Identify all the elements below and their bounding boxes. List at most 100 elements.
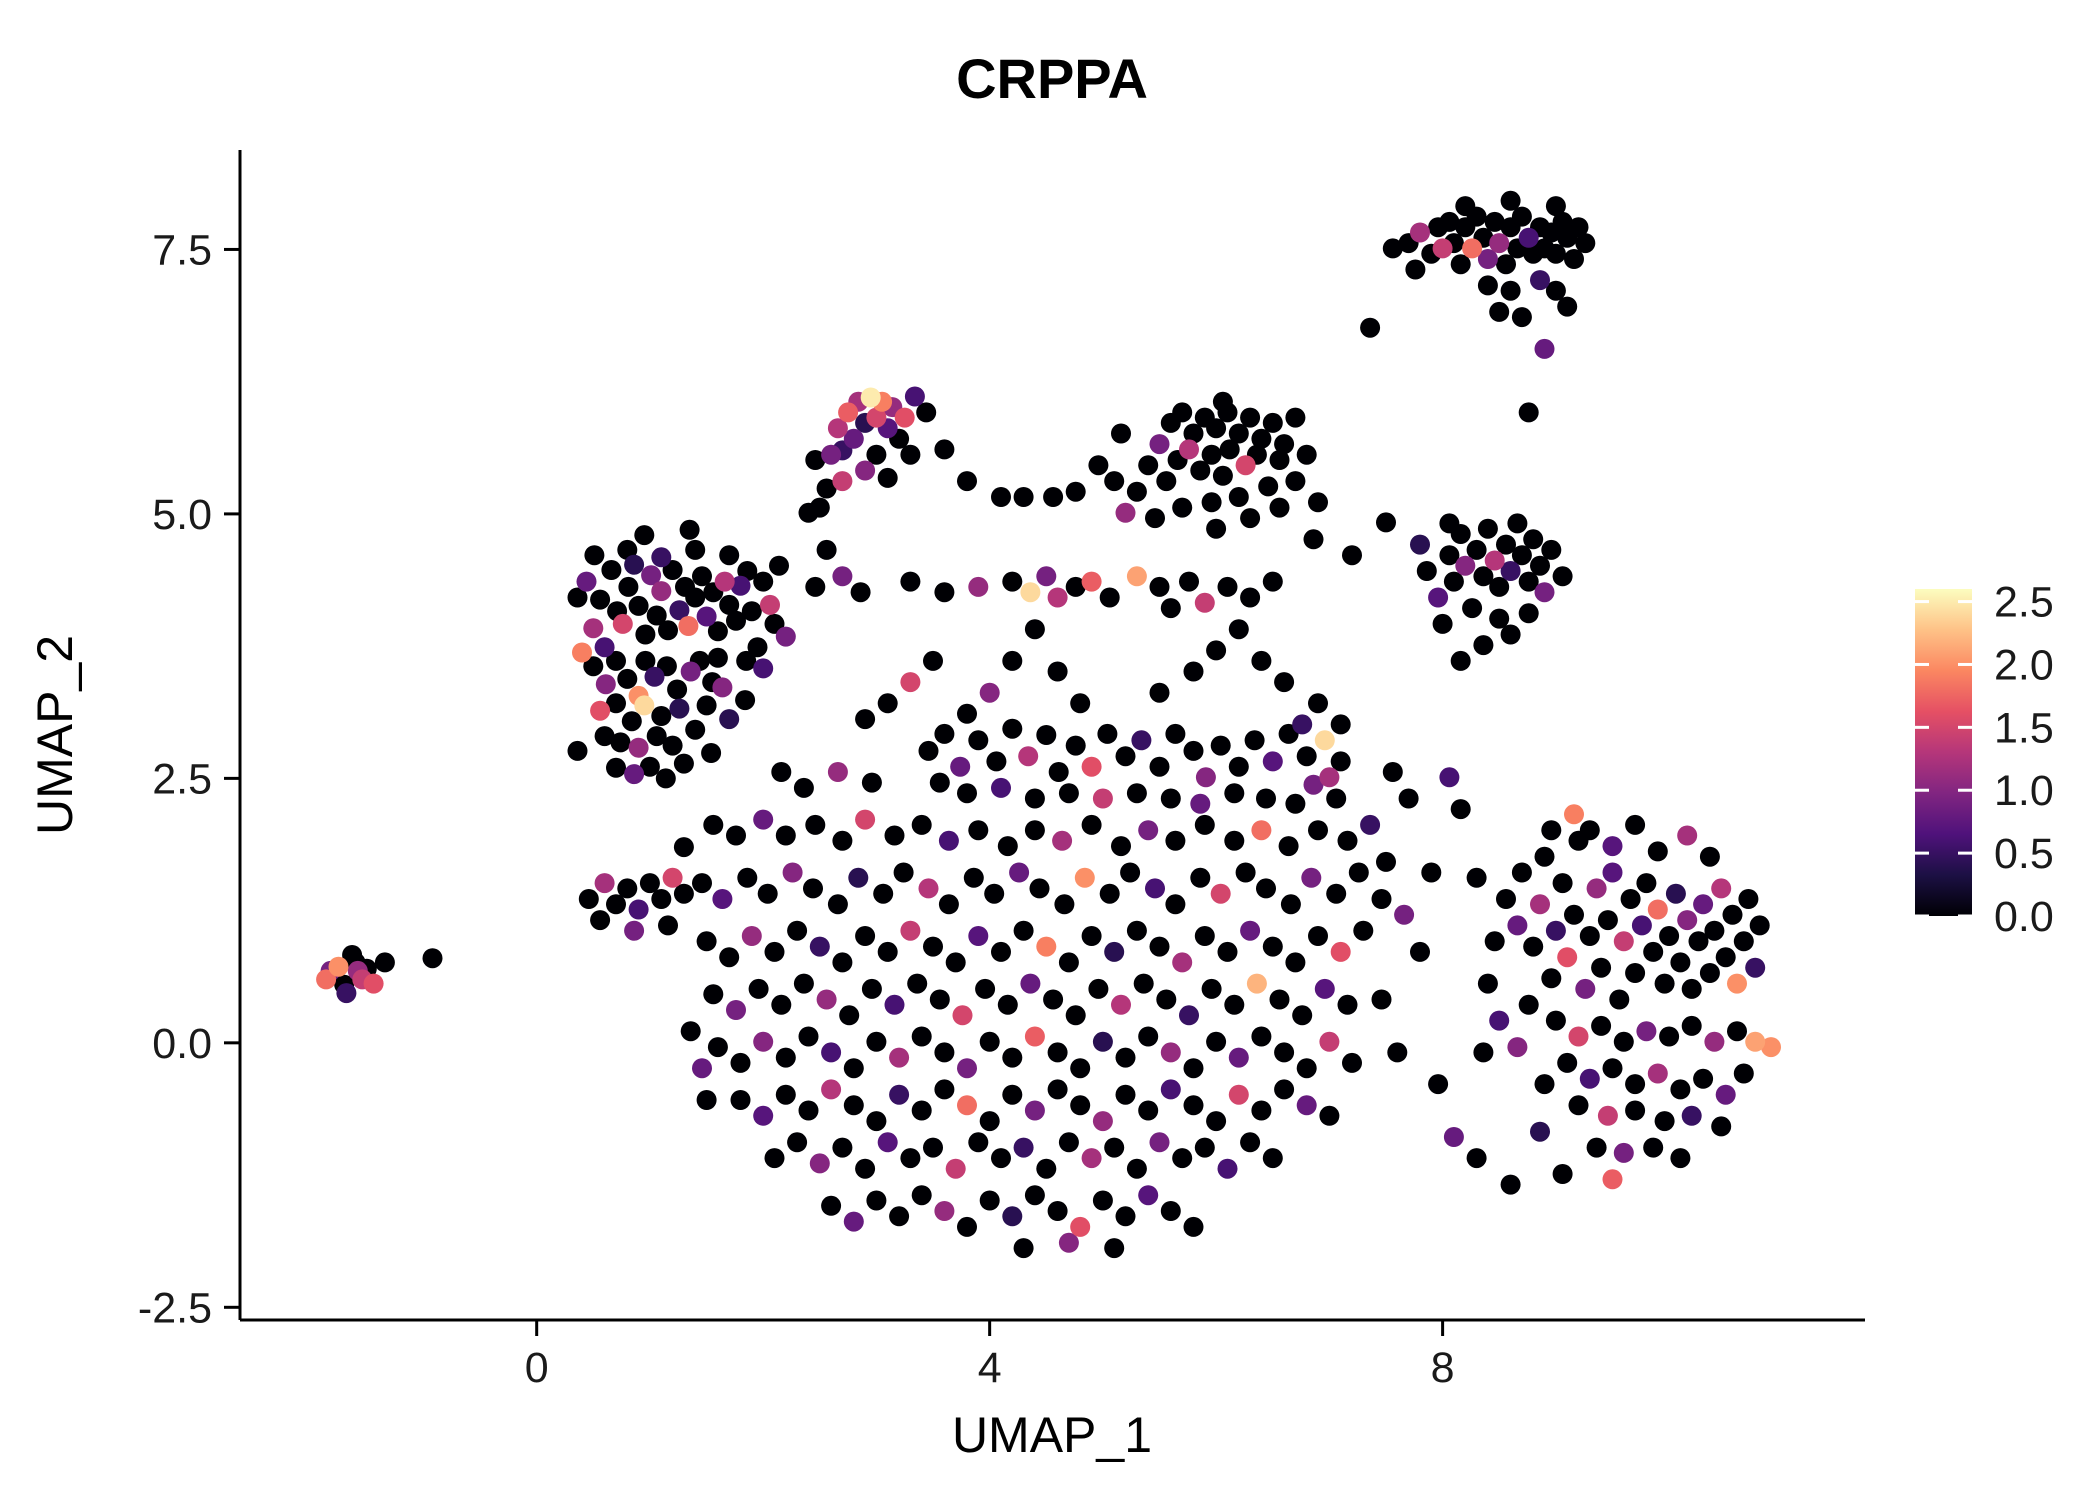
- data-point: [1194, 1137, 1215, 1158]
- data-point: [911, 1026, 932, 1047]
- data-point: [1269, 497, 1290, 518]
- data-point: [968, 576, 989, 597]
- data-point: [1210, 883, 1231, 904]
- data-point: [1507, 915, 1528, 936]
- data-point: [893, 862, 914, 883]
- data-point: [816, 539, 837, 560]
- data-point: [1274, 1042, 1295, 1063]
- data-point: [1625, 1100, 1646, 1121]
- data-point: [975, 978, 996, 999]
- data-point: [1269, 989, 1290, 1010]
- data-point: [1450, 799, 1471, 820]
- data-point: [1308, 693, 1328, 714]
- data-point: [363, 973, 384, 994]
- data-point: [1330, 714, 1351, 735]
- data-point: [866, 1190, 887, 1211]
- data-point: [764, 941, 785, 962]
- data-point: [662, 735, 683, 756]
- data-point: [1088, 455, 1109, 476]
- data-point: [1530, 555, 1550, 576]
- data-point: [719, 947, 740, 968]
- data-point: [1511, 206, 1532, 227]
- data-point: [1018, 746, 1039, 767]
- data-point: [1224, 994, 1245, 1015]
- data-point: [839, 1005, 860, 1026]
- data-point: [1002, 650, 1023, 671]
- data-point: [1500, 1174, 1521, 1195]
- data-point: [1262, 1148, 1283, 1169]
- data-point: [336, 983, 357, 1004]
- data-point: [1541, 539, 1562, 560]
- data-point: [316, 969, 337, 990]
- data-point: [1394, 904, 1415, 925]
- data-point: [1251, 650, 1272, 671]
- data-point: [1126, 481, 1147, 502]
- data-point: [1319, 1105, 1340, 1126]
- data-point: [1552, 211, 1573, 232]
- data-point: [832, 471, 853, 492]
- data-point: [635, 650, 656, 671]
- data-point: [1160, 1079, 1181, 1100]
- data-point: [809, 1153, 830, 1174]
- data-point: [730, 1052, 751, 1073]
- data-point: [1092, 788, 1113, 809]
- data-point: [1681, 1015, 1702, 1036]
- data-point: [1410, 222, 1430, 243]
- data-point: [1489, 233, 1510, 254]
- y-tick-label: 7.5: [152, 226, 212, 274]
- data-point: [900, 571, 921, 592]
- data-point: [726, 1000, 746, 1020]
- colorbar-tick-label: 2.0: [1994, 641, 2054, 689]
- data-point: [821, 1079, 842, 1100]
- data-point: [1201, 444, 1222, 465]
- data-point: [1507, 513, 1528, 534]
- data-point: [1092, 1190, 1113, 1211]
- data-point: [1545, 280, 1566, 301]
- data-point: [1149, 756, 1170, 777]
- data-point: [1285, 407, 1306, 428]
- data-point: [1670, 1079, 1691, 1100]
- data-point: [1043, 989, 1064, 1010]
- data-point: [1296, 1095, 1317, 1116]
- data-point: [1545, 920, 1566, 941]
- data-point: [827, 762, 848, 782]
- data-point: [1228, 487, 1249, 507]
- data-point: [782, 862, 803, 883]
- data-point: [843, 1058, 864, 1079]
- data-point: [651, 547, 672, 568]
- data-point: [680, 1021, 701, 1042]
- data-point: [617, 668, 638, 689]
- data-point: [1172, 952, 1193, 973]
- data-point: [979, 682, 1000, 703]
- data-point: [911, 814, 932, 835]
- data-point: [929, 772, 950, 793]
- data-point: [1398, 788, 1419, 809]
- data-point: [916, 402, 937, 423]
- data-point: [1126, 1158, 1147, 1179]
- data-point: [712, 889, 733, 909]
- data-point: [1036, 1158, 1057, 1179]
- data-point: [1120, 862, 1141, 883]
- data-point: [1693, 894, 1714, 915]
- data-point: [594, 726, 615, 747]
- data-point: [1262, 571, 1283, 592]
- data-point: [590, 589, 611, 610]
- data-point: [747, 637, 768, 658]
- data-point: [979, 1031, 1000, 1052]
- data-point: [606, 757, 626, 778]
- data-point: [957, 1216, 977, 1237]
- data-point: [1541, 820, 1562, 841]
- data-point: [798, 1026, 819, 1047]
- data-point: [1597, 910, 1618, 931]
- data-point: [1631, 915, 1652, 936]
- data-point: [957, 783, 977, 804]
- data-point: [719, 709, 740, 730]
- data-point: [736, 650, 757, 671]
- x-tick-label: 8: [1431, 1344, 1455, 1392]
- data-point: [1070, 1095, 1091, 1116]
- data-point: [923, 1137, 943, 1158]
- data-point: [1047, 1079, 1068, 1100]
- data-point: [911, 1100, 932, 1121]
- data-point: [894, 407, 915, 428]
